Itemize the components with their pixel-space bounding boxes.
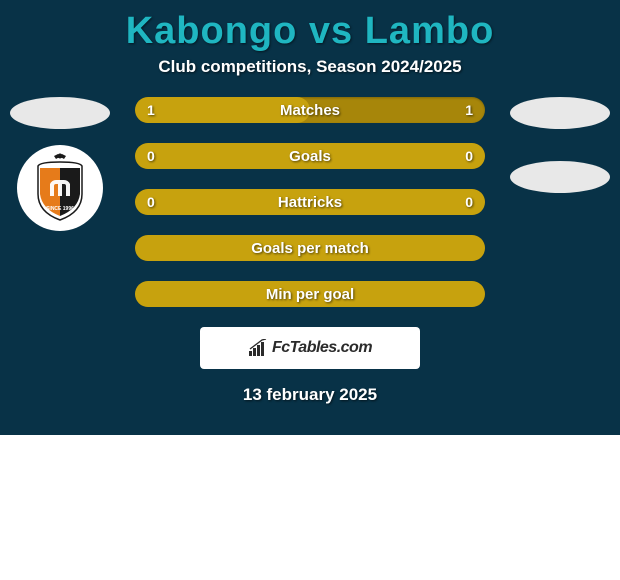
stat-row: 0Goals0 <box>135 143 485 169</box>
stat-row: 1Matches1 <box>135 97 485 123</box>
page-title: Kabongo vs Lambo <box>0 0 620 57</box>
stat-label: Goals per match <box>135 235 485 261</box>
stats-area: SINCE 1996 1Matches10Goals00Hattricks0Go… <box>0 97 620 405</box>
brand-box[interactable]: FcTables.com <box>200 327 420 369</box>
svg-text:SINCE 1996: SINCE 1996 <box>46 206 74 212</box>
player-avatar-placeholder <box>10 97 110 129</box>
stat-label: Hattricks <box>135 189 485 215</box>
stat-row: 0Hattricks0 <box>135 189 485 215</box>
stat-right-value: 0 <box>465 189 473 215</box>
shield-icon: SINCE 1996 <box>24 152 96 224</box>
date-text: 13 february 2025 <box>20 385 600 405</box>
player-right-column <box>510 97 610 193</box>
stat-right-value: 1 <box>465 97 473 123</box>
player-left-column: SINCE 1996 <box>10 97 110 231</box>
stat-label: Goals <box>135 143 485 169</box>
club-badge-placeholder <box>510 161 610 193</box>
stat-right-value: 0 <box>465 143 473 169</box>
stat-row: Min per goal <box>135 281 485 307</box>
brand-text: FcTables.com <box>272 339 372 357</box>
stat-row: Goals per match <box>135 235 485 261</box>
chart-icon <box>248 339 268 357</box>
club-badge-left: SINCE 1996 <box>17 145 103 231</box>
subtitle: Club competitions, Season 2024/2025 <box>0 57 620 97</box>
stat-label: Min per goal <box>135 281 485 307</box>
infographic-container: Kabongo vs Lambo Club competitions, Seas… <box>0 0 620 435</box>
player-avatar-placeholder <box>510 97 610 129</box>
stat-label: Matches <box>135 97 485 123</box>
